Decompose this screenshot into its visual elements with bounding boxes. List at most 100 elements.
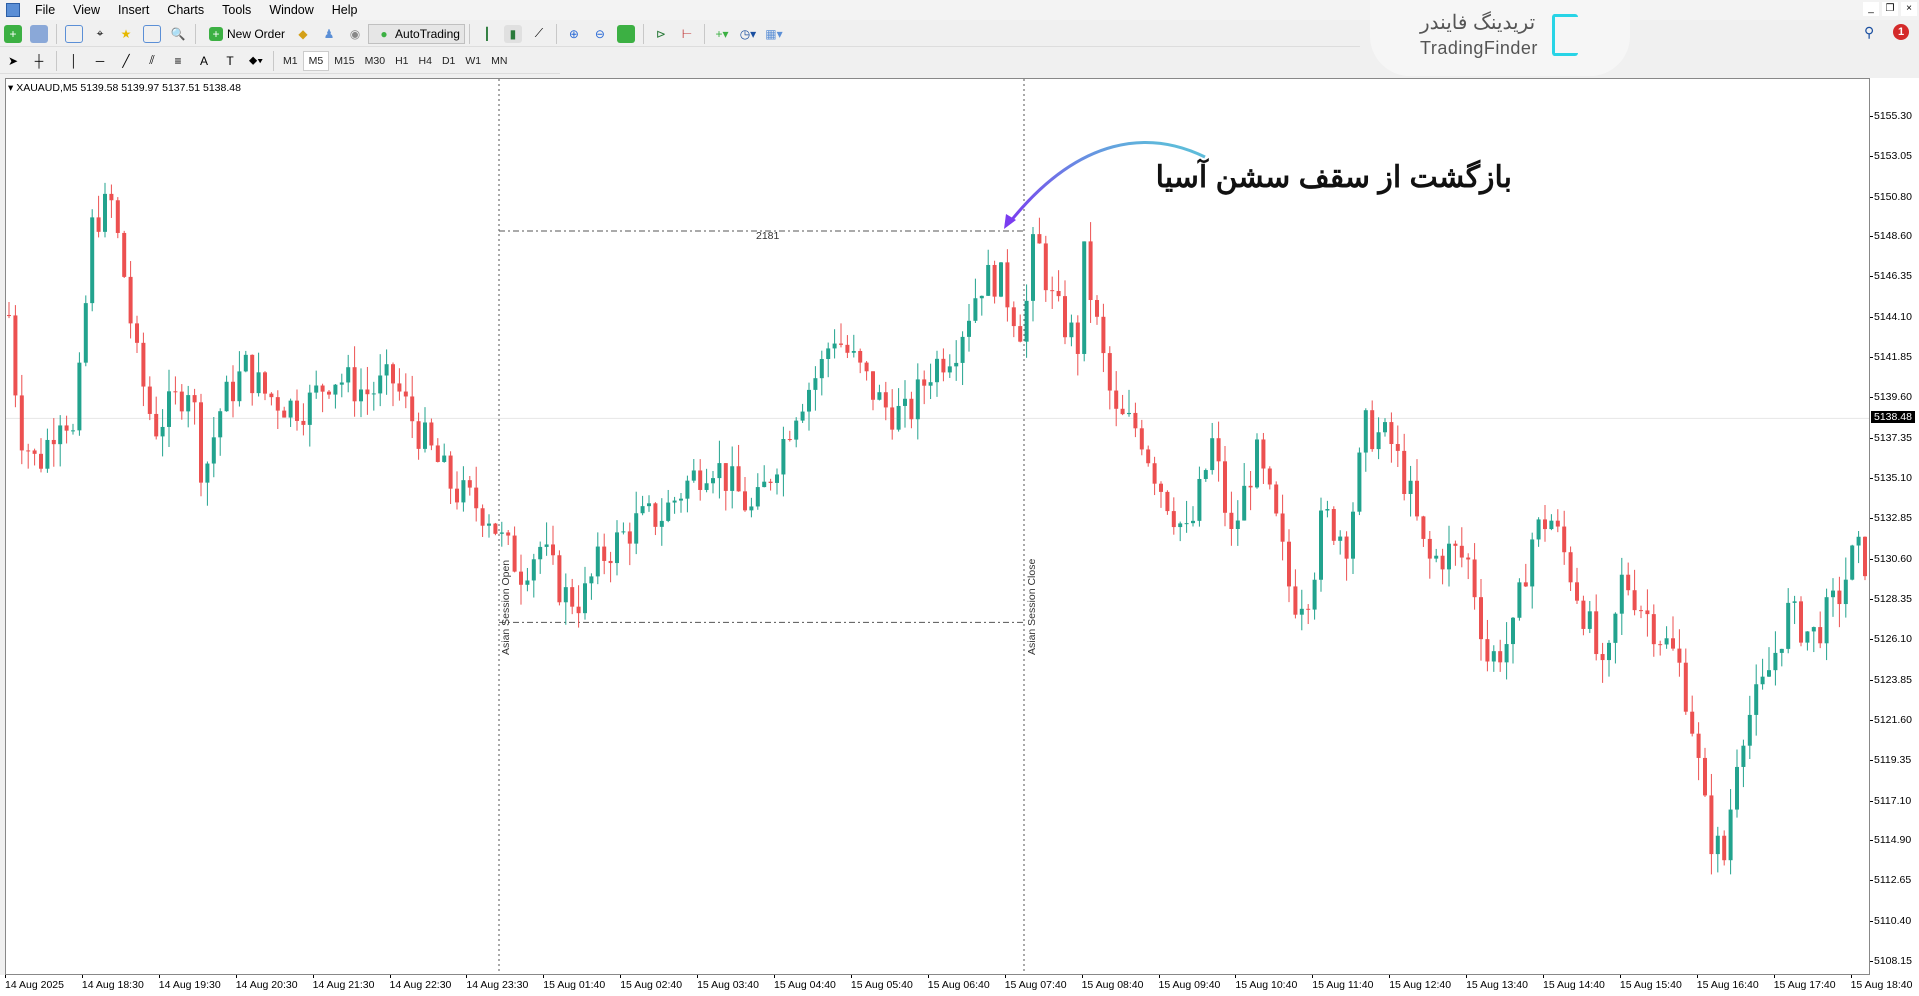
candle-body [640, 506, 645, 514]
candle-body [109, 193, 114, 201]
timeframe-mn[interactable]: MN [491, 54, 508, 67]
candle-body [467, 480, 472, 488]
candle-body [883, 392, 888, 408]
candle-body [1018, 326, 1023, 342]
menu-charts[interactable]: Charts [167, 3, 205, 17]
candle-body [826, 348, 831, 359]
navigator-icon[interactable]: ★ [120, 26, 132, 41]
timeframe-d1[interactable]: D1 [441, 54, 456, 67]
candle-body [1325, 509, 1330, 511]
close-icon[interactable]: × [1901, 2, 1917, 16]
zoom-out-icon[interactable]: ⊖ [594, 26, 605, 41]
candle-body [864, 362, 869, 372]
session-range-label: 2181 [756, 230, 780, 242]
candle-body [179, 391, 184, 412]
new-order-button[interactable]: + New Order [200, 24, 290, 44]
periods-icon[interactable]: ◷▾ [739, 26, 757, 41]
timeframe-m30[interactable]: M30 [364, 54, 386, 67]
timeframe-h4[interactable]: H4 [418, 54, 432, 67]
trendline-icon[interactable]: ╱ [122, 53, 130, 68]
candle-body [416, 421, 421, 449]
candle-body [1811, 627, 1816, 632]
collapse-triangle-icon[interactable]: ▾ [8, 82, 17, 94]
candle-body [627, 531, 632, 544]
autoscroll-icon[interactable]: ⊳ [655, 26, 666, 41]
candle-body [256, 372, 261, 394]
candle-body [986, 264, 991, 296]
templates-icon[interactable]: ▦▾ [765, 26, 783, 41]
candle-body [1850, 545, 1855, 580]
candle-body [1191, 520, 1195, 524]
minimize-icon[interactable]: _ [1863, 2, 1879, 16]
candle-body [819, 358, 824, 379]
bar-chart-icon[interactable]: ┃ [483, 26, 491, 41]
text-icon[interactable]: A [199, 53, 208, 68]
indicators-icon[interactable]: +▾ [715, 26, 729, 41]
line-chart-icon[interactable]: ⟋ [534, 26, 544, 40]
candle-body [1703, 757, 1707, 796]
time-tick: 15 Aug 11:40 [1312, 975, 1374, 991]
candle-body [1728, 809, 1733, 861]
timeframe-m15[interactable]: M15 [334, 54, 355, 67]
candle-body [1792, 601, 1797, 603]
candle-body [525, 580, 530, 585]
timeframe-h1[interactable]: H1 [395, 54, 409, 67]
new-chart-icon[interactable]: + [4, 24, 22, 43]
metaeditor-icon[interactable]: ◆ [298, 26, 308, 41]
price-chart[interactable] [5, 78, 1870, 975]
candle-body [954, 362, 959, 367]
text-label-icon[interactable]: T [226, 53, 234, 68]
menu-window[interactable]: Window [269, 3, 314, 17]
price-axis[interactable]: 5155.30 5153.05 5150.80 5148.60 5146.35 5144.… [1869, 78, 1919, 975]
time-axis[interactable]: 14 Aug 2025 14 Aug 18:30 14 Aug 19:30 14 Au… [0, 975, 1919, 996]
equidistant-channel-icon[interactable]: ⫽ [149, 53, 155, 67]
timeframe-m1[interactable]: M1 [283, 54, 298, 67]
strategy-tester-icon[interactable]: 🔍 [170, 26, 186, 41]
separator [642, 23, 644, 44]
menu-help[interactable]: Help [331, 3, 358, 17]
signals-icon[interactable]: ♟ [323, 26, 335, 41]
menu-tools[interactable]: Tools [222, 3, 252, 17]
candle-body [1767, 670, 1771, 677]
candle-body [1011, 307, 1016, 327]
menu-file[interactable]: File [35, 3, 56, 17]
horizontal-line-icon[interactable]: ─ [95, 53, 105, 68]
chart-shift-icon[interactable]: ⊢ [681, 26, 693, 41]
terminal-icon[interactable] [143, 24, 161, 43]
menu-insert[interactable]: Insert [118, 3, 150, 17]
candle-body [1658, 644, 1663, 646]
time-tick: 15 Aug 14:40 [1543, 975, 1605, 991]
market-watch-icon[interactable] [65, 24, 83, 43]
candle-body [896, 405, 901, 430]
candle-body [999, 262, 1003, 297]
crosshair-icon[interactable]: ┼ [34, 53, 44, 68]
candle-body [1715, 835, 1720, 855]
candle-body [1690, 711, 1695, 734]
candle-body [1280, 513, 1285, 542]
timeframe-w1[interactable]: W1 [465, 54, 482, 67]
arrow-curve [1008, 141, 1206, 223]
fibonacci-icon[interactable]: ≡ [174, 53, 182, 68]
vertical-line-icon[interactable]: │ [70, 53, 78, 68]
profiles-icon[interactable] [30, 24, 48, 43]
cursor-icon[interactable]: ➤ [7, 53, 19, 68]
restore-icon[interactable]: ❐ [1882, 2, 1898, 16]
arrows-icon[interactable]: ⬥▾ [248, 53, 264, 67]
candle-body [768, 481, 773, 483]
candle-body [1274, 484, 1279, 514]
notification-badge[interactable]: 1 [1893, 24, 1909, 40]
search-icon[interactable]: ⚲ [1864, 24, 1875, 40]
candle-body [231, 381, 235, 402]
autotrading-button[interactable]: ● AutoTrading [368, 23, 465, 44]
candle-body [13, 315, 18, 396]
data-window-icon[interactable]: ⌖ [96, 26, 104, 40]
market-icon[interactable]: ◉ [349, 26, 361, 41]
candle-body [1440, 555, 1445, 570]
tile-windows-icon[interactable] [616, 24, 635, 43]
candle-body [858, 350, 863, 363]
zoom-in-icon[interactable]: ⊕ [568, 26, 579, 41]
candle-body [429, 422, 434, 446]
menu-view[interactable]: View [73, 3, 101, 17]
timeframe-m5[interactable]: M5 [302, 50, 330, 71]
candlestick-icon[interactable]: ▮ [503, 24, 522, 43]
